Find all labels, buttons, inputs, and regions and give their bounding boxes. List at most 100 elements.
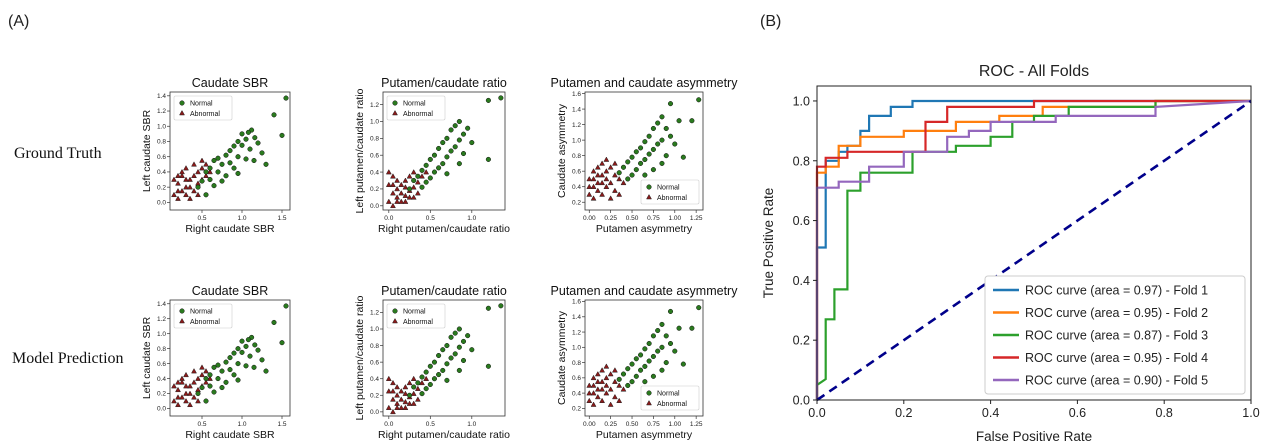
y-tick-label: 1.6 [572,91,581,98]
data-point-normal [248,147,253,152]
data-point-normal [228,161,233,166]
roc-y-axis-label: True Positive Rate [761,188,776,299]
y-tick-label: 0.8 [370,343,379,350]
x-tick-label: 0.50 [626,421,639,428]
data-point-normal [690,326,695,331]
data-point-normal [432,170,437,175]
data-point-normal [668,101,673,106]
data-point-normal [461,132,466,137]
data-point-normal [457,345,462,350]
y-tick-label: 1.2 [370,102,379,109]
data-point-normal [664,360,669,365]
y-tick-label: 0.0 [370,409,379,416]
data-point-abnormal [390,397,395,402]
y-tick-label: 0.4 [157,169,166,176]
data-point-normal [660,138,665,143]
data-point-normal [424,180,429,185]
roc-x-tick-label: 0.4 [982,406,999,420]
legend-label-abnormal: Abnormal [190,111,220,118]
data-point-abnormal [415,397,420,402]
roc-y-tick-label: 0.6 [793,214,810,228]
legend-label-normal: Normal [190,309,213,316]
data-point-normal [677,118,682,123]
roc-x-tick-label: 0.6 [1069,406,1086,420]
data-point-normal [228,367,233,372]
data-point-normal [643,157,648,162]
data-point-normal [236,171,241,176]
data-point-normal [643,139,648,144]
legend-marker-normal [647,391,652,396]
y-tick-label: 0.4 [572,184,581,191]
data-point-normal [244,344,249,349]
data-point-normal [696,97,701,102]
roc-x-axis-label: False Positive Rate [976,429,1092,444]
legend-marker-normal [393,101,398,106]
legend: Normal Abnormal [387,96,445,120]
data-point-normal [445,362,450,367]
data-point-normal [453,123,458,128]
data-point-normal [244,364,249,369]
data-point-abnormal [390,380,395,385]
data-point-normal [424,370,429,375]
data-point-normal [499,304,504,309]
roc-legend: ROC curve (area = 0.97) - Fold 1ROC curv… [985,276,1245,394]
data-point-normal [449,128,454,133]
y-tick-label: 1.2 [157,108,166,115]
data-point-abnormal [587,398,592,403]
y-tick-label: 0.8 [157,139,166,146]
y-tick-label: 0.8 [157,346,166,353]
data-point-abnormal [399,389,404,394]
data-point-normal [445,171,450,176]
roc-x-tick-label: 0.0 [808,406,825,420]
data-point-normal [432,360,437,365]
data-point-normal [212,365,217,370]
data-point-normal [208,166,213,171]
data-point-normal [681,362,686,367]
data-point-abnormal [390,174,395,179]
x-tick-label: 1.00 [668,421,681,428]
data-point-normal [224,380,229,385]
data-point-normal [224,360,229,365]
data-point-normal [440,347,445,352]
data-point-normal [420,375,425,380]
y-tick-label: 0.6 [572,375,581,382]
data-point-abnormal [395,199,400,204]
data-point-normal [424,386,429,391]
data-point-normal [453,352,458,357]
data-point-abnormal [176,188,181,193]
data-point-normal [204,170,209,175]
x-tick-label: 1.0 [467,421,476,428]
data-point-normal [220,179,225,184]
data-point-normal [668,341,673,346]
data-point-normal [660,368,665,373]
legend-label-normal: Normal [403,101,426,108]
data-point-normal [655,142,660,147]
y-tick-label: 0.6 [370,152,379,159]
y-tick-label: 0.6 [157,154,166,161]
roc-y-tick-label: 0.2 [793,334,810,348]
data-point-normal [200,179,205,184]
data-point-normal [440,368,445,373]
roc-legend-label: ROC curve (area = 0.95) - Fold 4 [1025,351,1208,365]
legend-marker-normal [180,101,185,106]
y-tick-label: 1.2 [370,310,379,317]
roc-y-tick-label: 0.8 [793,154,810,168]
data-point-normal [252,365,257,370]
data-point-normal [253,343,258,348]
x-axis-label: Right putamen/caudate ratio [378,223,510,235]
y-tick-label: 1.2 [572,329,581,336]
x-tick-label: 1.25 [690,215,703,222]
data-point-normal [208,177,213,182]
data-point-normal [284,304,289,309]
data-point-normal [655,121,660,126]
data-point-normal [668,134,673,139]
data-point-abnormal [612,368,617,373]
data-point-normal [432,376,437,381]
legend-label-abnormal: Abnormal [657,195,687,202]
data-point-abnormal [411,195,416,200]
x-tick-label: 1.0 [237,421,246,428]
data-point-normal [647,134,652,139]
data-point-abnormal [612,379,617,384]
data-point-normal [696,305,701,310]
